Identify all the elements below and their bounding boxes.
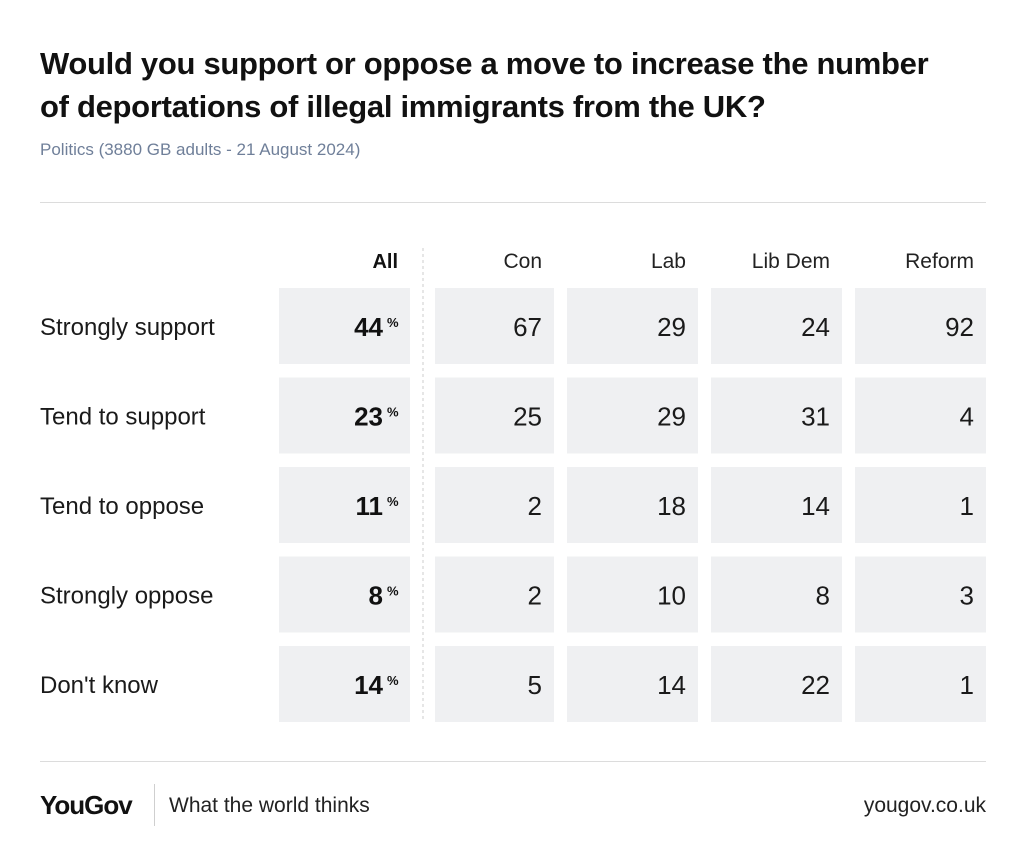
table-cell <box>567 377 698 454</box>
percent-sign: % <box>387 494 399 509</box>
row-label-don-t-know: Don't know <box>40 672 159 699</box>
table-cell <box>279 556 410 633</box>
title-line-1: Would you support or oppose a move to in… <box>40 46 929 81</box>
cell-value: 3 <box>960 581 974 611</box>
table-cell <box>567 288 698 364</box>
table-cell <box>279 288 410 364</box>
cell-value: 18 <box>657 491 686 521</box>
table-cell <box>435 288 554 364</box>
cell-value: 11 <box>356 491 384 521</box>
table-cell <box>279 646 410 722</box>
top-divider <box>40 202 986 203</box>
row-label-tend-to-support: Tend to support <box>40 404 206 431</box>
table-cell <box>711 377 842 454</box>
cell-value: 14 <box>657 670 686 700</box>
cell-value: 10 <box>657 581 686 611</box>
table-cell <box>567 467 698 543</box>
percent-sign: % <box>387 405 399 420</box>
cell-value: 2 <box>528 491 542 521</box>
column-header-lib-dem: Lib Dem <box>752 250 830 273</box>
cell-value: 2 <box>528 581 542 611</box>
table-cell <box>711 556 842 633</box>
row-label-tend-to-oppose: Tend to oppose <box>40 493 204 520</box>
chart-subtitle: Politics (3880 GB adults - 21 August 202… <box>40 140 361 159</box>
cell-value: 31 <box>801 402 830 432</box>
table-cell <box>279 467 410 543</box>
percent-sign: % <box>387 315 399 330</box>
cell-value: 67 <box>513 312 542 342</box>
cell-value: 4 <box>960 402 974 432</box>
cell-value: 92 <box>945 312 974 342</box>
table-cell <box>567 646 698 722</box>
row-label-strongly-oppose: Strongly oppose <box>40 583 213 610</box>
column-header-all: All <box>372 251 398 273</box>
table-cell <box>855 467 986 543</box>
table-cell <box>855 288 986 364</box>
cell-value: 14 <box>801 491 830 521</box>
footer-separator <box>154 784 155 826</box>
percent-sign: % <box>387 673 399 688</box>
cell-value: 8 <box>816 581 830 611</box>
title-line-2: of deportations of illegal immigrants fr… <box>40 89 766 124</box>
table-cell <box>435 646 554 722</box>
cell-value: 25 <box>513 402 542 432</box>
chart-title: Would you support or oppose a move to in… <box>40 42 1000 128</box>
cell-value: 14 <box>354 670 383 700</box>
table-cell <box>855 377 986 454</box>
table-cell <box>435 377 554 454</box>
row-label-strongly-support: Strongly support <box>40 314 215 341</box>
cell-value: 1 <box>960 670 974 700</box>
table-cell <box>567 556 698 633</box>
table-cell <box>711 467 842 543</box>
footer-url[interactable]: yougov.co.uk <box>863 794 986 817</box>
cell-value: 22 <box>801 670 830 700</box>
table-cell <box>711 646 842 722</box>
column-header-lab: Lab <box>651 250 686 273</box>
cell-value: 44 <box>354 312 383 342</box>
column-header-con: Con <box>503 250 542 273</box>
table-cell <box>711 288 842 364</box>
footer-tagline: What the world thinks <box>169 794 370 817</box>
table-cell <box>855 646 986 722</box>
table-cell <box>279 377 410 454</box>
bottom-divider <box>40 761 986 762</box>
table-cell <box>435 556 554 633</box>
cell-value: 1 <box>960 491 974 521</box>
table-cell <box>435 467 554 543</box>
yougov-logo: YouGov <box>40 790 133 820</box>
cell-value: 8 <box>369 581 383 611</box>
cell-value: 29 <box>657 312 686 342</box>
cell-value: 29 <box>657 402 686 432</box>
cell-value: 5 <box>528 670 542 700</box>
table-cell <box>855 556 986 633</box>
cell-value: 24 <box>801 312 830 342</box>
percent-sign: % <box>387 584 399 599</box>
column-header-reform: Reform <box>905 250 974 273</box>
cell-value: 23 <box>354 402 383 432</box>
